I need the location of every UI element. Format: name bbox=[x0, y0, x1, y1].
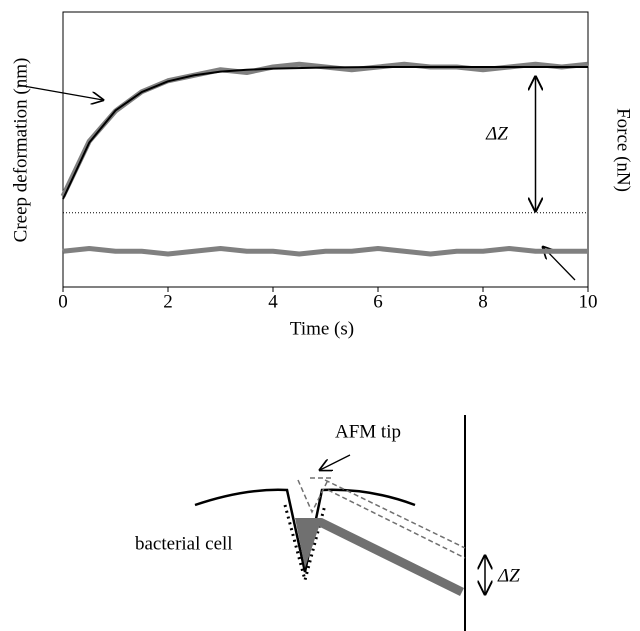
pointer-arrow bbox=[320, 454, 351, 470]
x-tick-label: 6 bbox=[373, 291, 383, 312]
x-tick-label: 10 bbox=[579, 291, 598, 312]
indent-outline bbox=[283, 504, 327, 586]
afm-tip-initial bbox=[297, 477, 332, 514]
series-line bbox=[62, 66, 588, 200]
cell-surface bbox=[194, 488, 416, 573]
delta-label: ΔZ bbox=[497, 565, 520, 586]
plot-frame bbox=[62, 11, 589, 288]
y-axis-label: Creep deformation (nm) bbox=[10, 58, 31, 243]
series-line bbox=[60, 61, 589, 198]
pointer-arrow bbox=[17, 84, 103, 100]
series-line bbox=[62, 246, 588, 257]
delta-annotation: ΔZ bbox=[485, 123, 508, 144]
x-tick-label: 0 bbox=[58, 291, 68, 312]
cell-label: bacterial cell bbox=[135, 533, 233, 554]
cantilever-initial bbox=[324, 479, 466, 559]
y2-axis-label: Force (nN) bbox=[613, 108, 634, 192]
cantilever bbox=[318, 517, 464, 597]
tip-label: AFM tip bbox=[335, 421, 401, 442]
x-tick-label: 4 bbox=[268, 291, 278, 312]
afm-tip bbox=[295, 518, 322, 568]
x-tick-label: 8 bbox=[478, 291, 488, 312]
x-tick-label: 2 bbox=[163, 291, 173, 312]
x-axis-label: Time (s) bbox=[290, 318, 354, 339]
